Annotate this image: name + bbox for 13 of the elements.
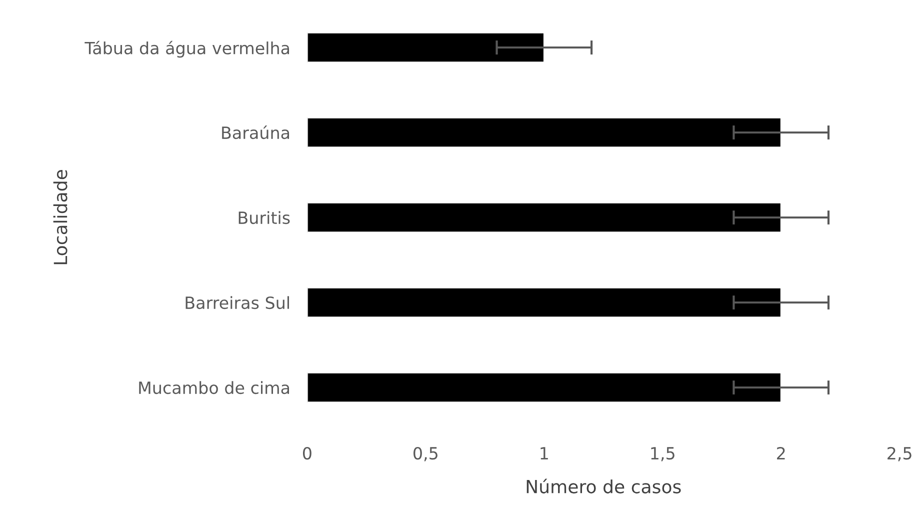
x-tick-label: 0 bbox=[302, 446, 312, 460]
x-axis-title: Número de casos bbox=[526, 478, 681, 494]
x-tick-label: 1,5 bbox=[651, 447, 674, 462]
y-tick-label: Tábua da água vermelha bbox=[84, 40, 290, 58]
y-axis-title: Localidade bbox=[53, 170, 68, 264]
x-tick-label: 2 bbox=[777, 446, 785, 460]
y-tick-label: Barreiras Sul bbox=[186, 296, 289, 310]
x-tick-label: 2,5 bbox=[888, 446, 912, 462]
y-tick-label: Baraúna bbox=[222, 126, 290, 140]
x-tick-label: 1 bbox=[540, 447, 548, 460]
y-tick-label: Buritis bbox=[238, 211, 290, 224]
x-tick-label: 0,5 bbox=[414, 446, 438, 462]
y-tick-label: Mucambo de cima bbox=[139, 381, 290, 394]
